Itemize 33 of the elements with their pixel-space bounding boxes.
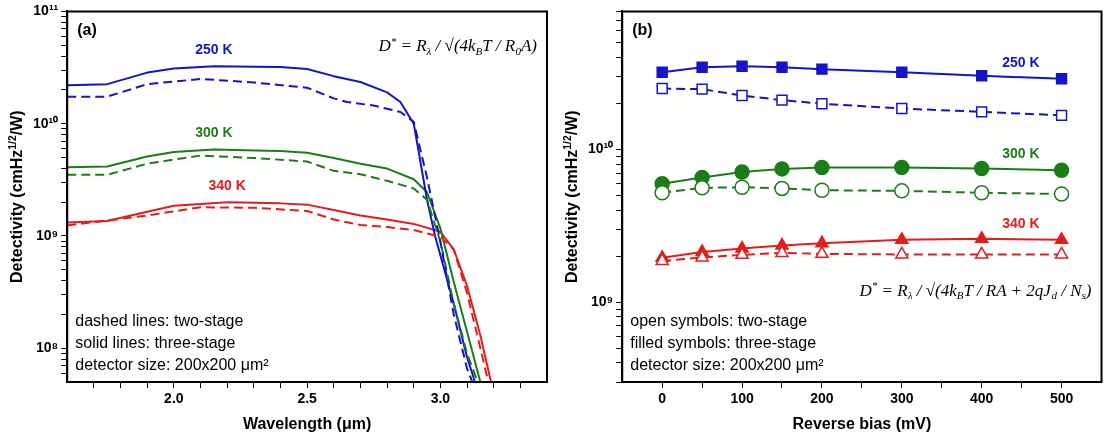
annotation: open symbols: two-stage <box>630 312 808 329</box>
x-tick-label: 100 <box>730 390 754 407</box>
x-tick-label: 300 <box>890 390 914 407</box>
series-label: 340 K <box>208 177 246 194</box>
y-tick-label: 10¹¹ <box>33 2 59 19</box>
series-label: 250 K <box>1002 53 1040 70</box>
annotation: filled symbols: three-stage <box>630 334 817 351</box>
y-tick-label: 10¹⁰ <box>588 140 614 157</box>
y-tick-label: 10¹⁰ <box>33 114 59 131</box>
annotation: (b) <box>632 21 653 39</box>
annotation: solid lines: three-stage <box>75 334 236 351</box>
annotation: detector size: 200x200 μm² <box>630 356 825 373</box>
x-tick-label: 2.5 <box>297 390 318 407</box>
x-tick-label: 3.0 <box>430 390 451 407</box>
series-label: 250 K <box>195 41 233 58</box>
series-label: 340 K <box>1002 214 1040 231</box>
annotation: detector size: 200x200 μm² <box>75 356 270 373</box>
y-axis-title: Detectivity (cmHz1/2/W) <box>6 110 25 284</box>
x-tick-label: 2.0 <box>164 390 184 407</box>
series-label: 300 K <box>1002 145 1040 162</box>
x-tick-label: 500 <box>1049 390 1074 407</box>
x-tick-label: 400 <box>970 390 994 407</box>
x-axis-title: Wavelength (μm) <box>242 414 372 432</box>
y-tick-label: 10⁸ <box>36 339 59 356</box>
x-tick-label: 0 <box>658 390 667 407</box>
annotation: dashed lines: two-stage <box>75 312 244 329</box>
y-axis-title: Detectivity (cmHz1/2/W) <box>561 110 580 284</box>
y-tick-label: 10⁹ <box>36 226 59 243</box>
x-axis-title: Reverse bias (mV) <box>792 414 932 432</box>
annotation: (a) <box>77 21 97 39</box>
series-label: 300 K <box>195 124 233 141</box>
y-tick-label: 10⁹ <box>591 292 614 309</box>
x-tick-label: 200 <box>810 390 834 407</box>
